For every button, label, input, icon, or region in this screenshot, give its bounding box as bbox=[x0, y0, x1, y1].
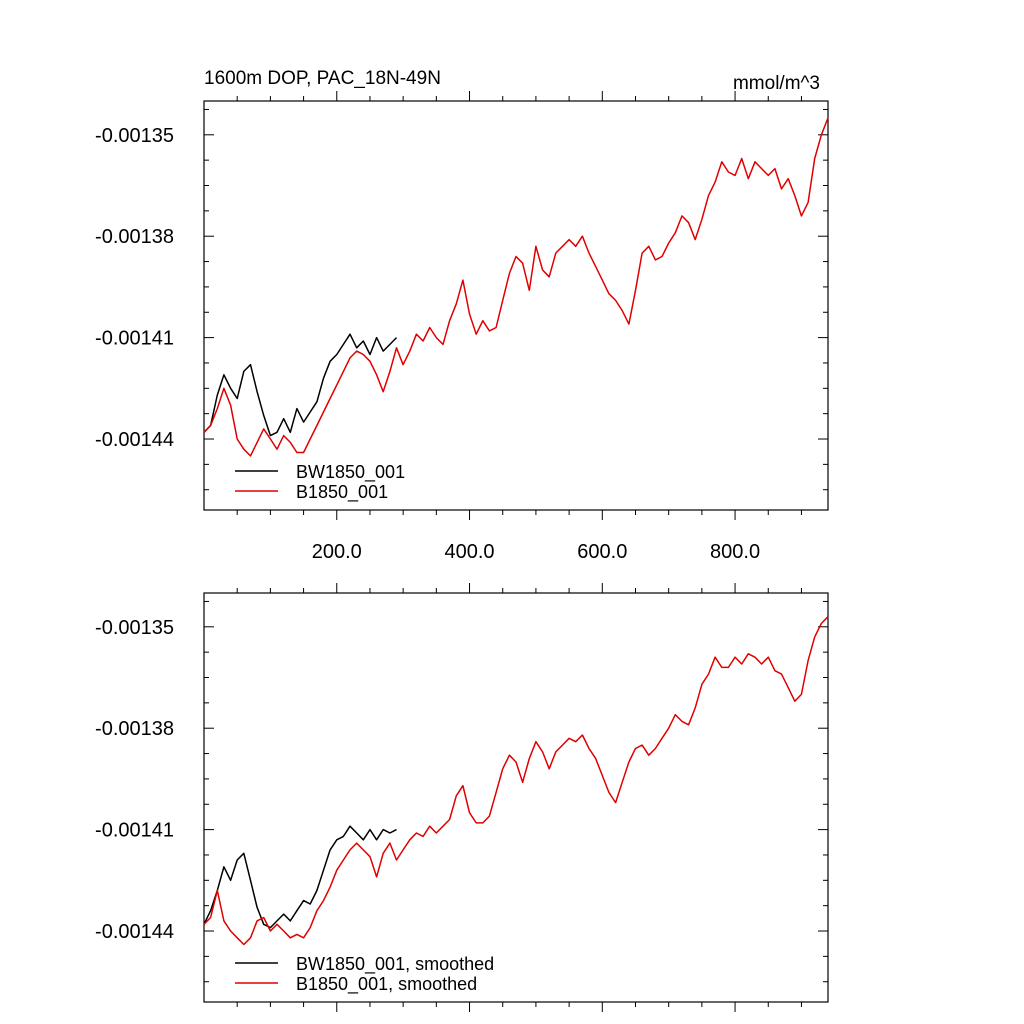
panel1-series-line-2 bbox=[203, 117, 829, 457]
panel2-legend-label-1: BW1850_001, smoothed bbox=[296, 954, 494, 975]
panel1-xtick-label: 600.0 bbox=[577, 541, 627, 563]
panel2-ytick-label: -0.00138 bbox=[95, 718, 174, 740]
chart-title: 1600m DOP, PAC_18N-49N bbox=[204, 68, 441, 89]
panel1-ytick-label: -0.00144 bbox=[95, 429, 174, 451]
panel1-xtick-label: 800.0 bbox=[710, 541, 760, 563]
panel1-series-line-1 bbox=[203, 333, 398, 437]
panel1-legend-label-2: B1850_001 bbox=[296, 482, 388, 503]
panel2-ytick-label: -0.00135 bbox=[95, 617, 174, 639]
panel2-ytick-label: -0.00144 bbox=[95, 921, 174, 943]
panel1-ytick-label: -0.00138 bbox=[95, 226, 174, 248]
panel2-frame bbox=[203, 592, 829, 1003]
panel2-ytick-label: -0.00141 bbox=[95, 820, 174, 842]
panel1-ytick-label: -0.00135 bbox=[95, 125, 174, 147]
panel2-legend-label-2: B1850_001, smoothed bbox=[296, 974, 477, 995]
panel1-xtick-label: 200.0 bbox=[312, 541, 362, 563]
panel1-ytick-label: -0.00141 bbox=[95, 328, 174, 350]
panel1-legend-label-1: BW1850_001 bbox=[296, 462, 405, 483]
panel1-xtick-label: 400.0 bbox=[445, 541, 495, 563]
chart-units: mmol/m^3 bbox=[733, 73, 820, 94]
panel2-series-line-2 bbox=[203, 616, 829, 946]
panel2-series-line-1 bbox=[203, 825, 397, 929]
panel1-frame bbox=[203, 100, 829, 511]
